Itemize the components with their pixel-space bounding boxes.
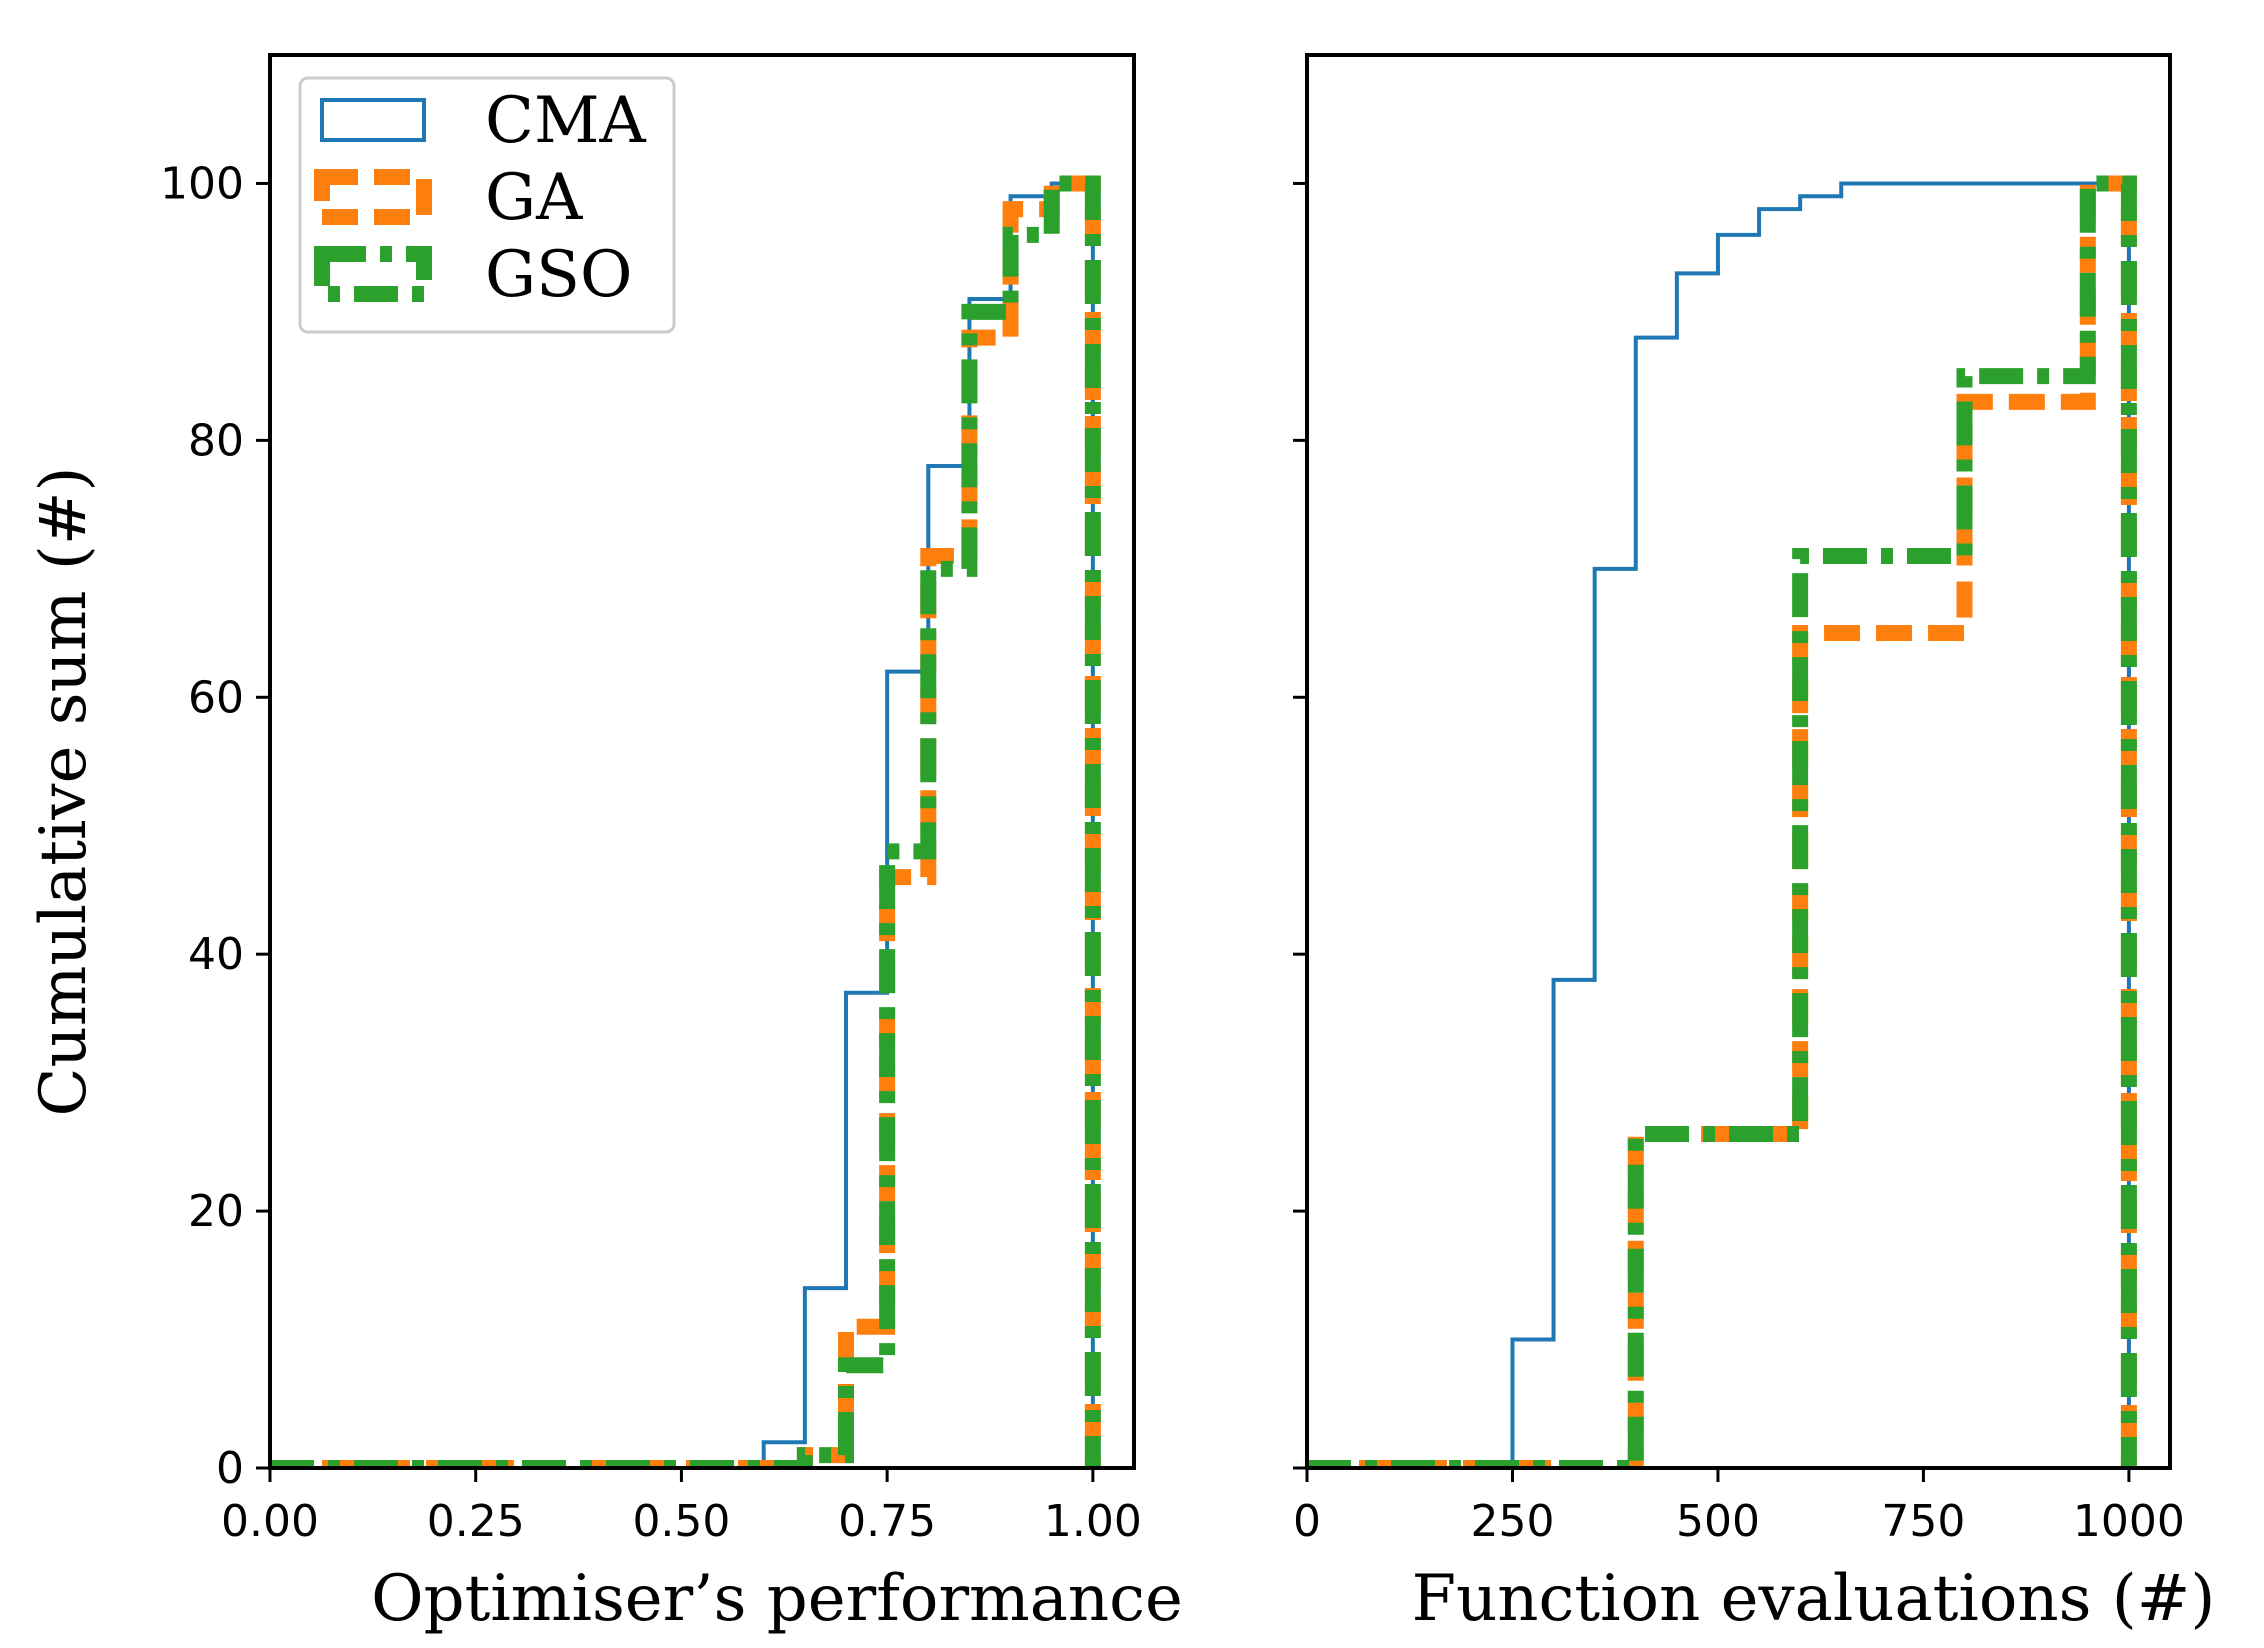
y-axis-label: Cumulative sum (#) xyxy=(27,467,101,1117)
legend-handle-ga xyxy=(314,169,432,225)
legend-label-gso: GSO xyxy=(485,238,632,312)
y-tick-label: 20 xyxy=(188,1186,244,1237)
y-tick-label: 60 xyxy=(188,672,244,723)
series-group xyxy=(270,175,1101,1468)
x-tick-label: 0.50 xyxy=(632,1496,730,1547)
series-line-cma xyxy=(1307,181,2131,1468)
x-axis-label: Optimiser’s performance xyxy=(371,1562,1183,1636)
x-tick-label: 0 xyxy=(1293,1496,1321,1547)
x-tick-label: 0.25 xyxy=(427,1496,525,1547)
x-tick-label: 0.00 xyxy=(221,1496,319,1547)
y-tick-label: 0 xyxy=(216,1443,244,1494)
legend-handle-cma xyxy=(320,98,426,142)
legend-label-ga: GA xyxy=(485,161,583,235)
axes-frame xyxy=(268,53,1136,1470)
x-tick-label: 500 xyxy=(1676,1496,1760,1547)
x-axis-label: Function evaluations (#) xyxy=(1412,1562,2216,1636)
y-tick-label: 40 xyxy=(188,929,244,980)
y-tick-label: 80 xyxy=(188,415,244,466)
x-tick-label: 750 xyxy=(1881,1496,1965,1547)
right-panel: 0 250 500 750 1000 Function evaluations (#) xyxy=(1293,53,2216,1636)
x-tick-label: 250 xyxy=(1470,1496,1554,1547)
axes-frame xyxy=(1305,53,2172,1470)
x-tick-label: 0.75 xyxy=(838,1496,936,1547)
left-panel: 0.00 0.25 0.50 0.75 1.00 0 20 40 60 80 100 Optimise… xyxy=(27,53,1183,1636)
x-tick-label: 1000 xyxy=(2073,1496,2185,1547)
series-line-gso xyxy=(1307,175,2137,1468)
series-line-ga xyxy=(1307,175,2137,1468)
y-tick-label: 100 xyxy=(160,158,244,209)
legend-label-cma: CMA xyxy=(485,84,647,158)
x-tick-label: 1.00 xyxy=(1044,1496,1142,1547)
series-group xyxy=(1307,175,2137,1468)
series-line-gso xyxy=(270,175,1101,1468)
legend-handle-gso xyxy=(314,246,432,302)
